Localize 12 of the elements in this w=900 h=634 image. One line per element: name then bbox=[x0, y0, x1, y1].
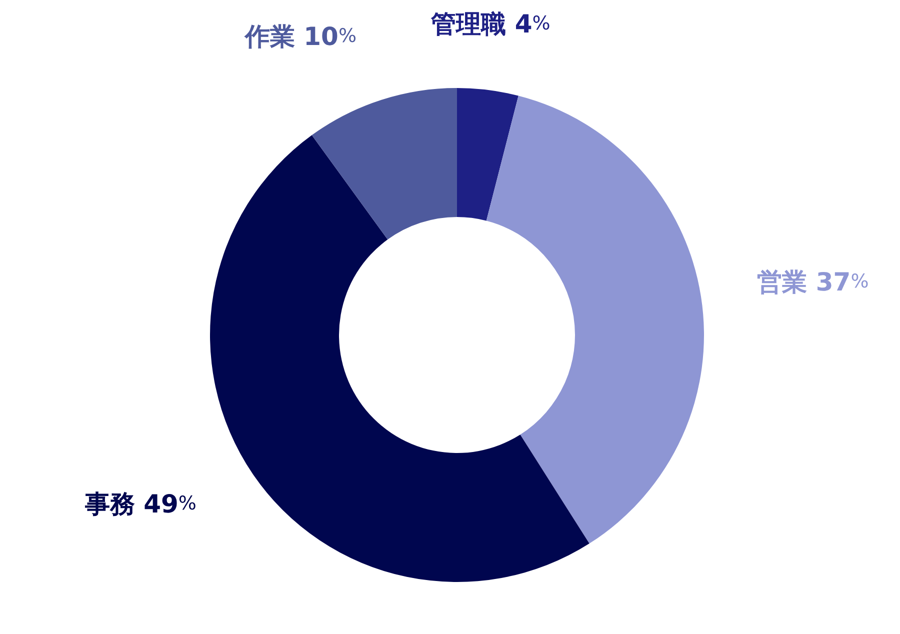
data-label: 4% bbox=[514, 8, 550, 38]
data-label: 10% bbox=[304, 22, 357, 51]
slice-label: 作業 bbox=[244, 22, 304, 51]
donut-slice bbox=[457, 88, 518, 221]
data-label: 37% bbox=[816, 267, 869, 296]
donut-slice bbox=[486, 96, 704, 544]
donut-slice bbox=[312, 88, 457, 240]
slice-label: 営業 bbox=[757, 267, 816, 296]
donut-slice bbox=[210, 135, 590, 582]
slice-label: 事務 bbox=[84, 489, 144, 518]
slice-label: 管理職 bbox=[430, 8, 515, 38]
data-label: 49% bbox=[144, 489, 196, 518]
